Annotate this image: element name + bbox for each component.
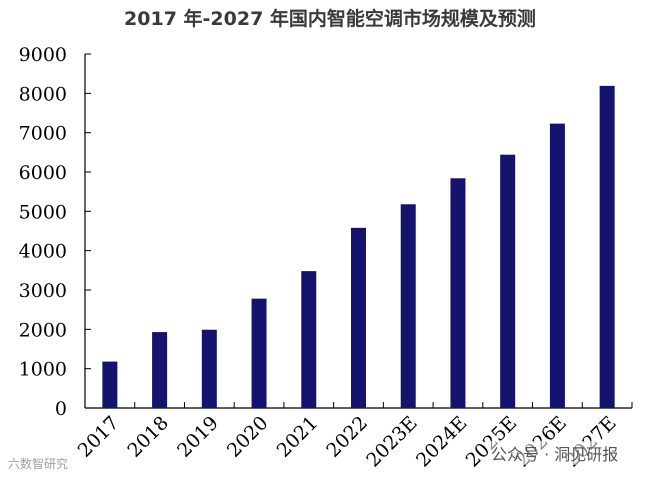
y-tick-label: 8000 xyxy=(19,83,67,105)
bar-2025E xyxy=(500,154,516,408)
x-tick-label-2021: 2021 xyxy=(273,412,323,462)
watermark-right: 公众号 · 洞见研报 xyxy=(488,441,622,465)
y-tick-label: 5000 xyxy=(19,201,67,223)
y-tick-labels: 0 1000 2000 3000 4000 5000 6000 7000 8000 9000 xyxy=(19,44,67,420)
y-tick-label: 4000 xyxy=(19,241,67,263)
x-tick-label-2017: 2017 xyxy=(74,412,124,462)
bar-2024E xyxy=(450,178,466,408)
y-tick-label: 7000 xyxy=(19,123,67,145)
y-tick-label: 3000 xyxy=(19,280,67,302)
bar-2027E xyxy=(599,85,615,409)
y-tick-label: 9000 xyxy=(19,44,67,66)
bar-2017 xyxy=(102,361,118,408)
y-tick-label: 1000 xyxy=(19,359,67,381)
x-tick-label-2024E: 2024E xyxy=(412,412,472,472)
bar-2026E xyxy=(549,123,565,409)
bar-2021 xyxy=(301,271,317,408)
x-tick-label-2020: 2020 xyxy=(223,412,273,462)
bar-2023E xyxy=(400,204,416,408)
chart-bars xyxy=(102,85,615,409)
y-tick-label: 0 xyxy=(55,398,67,420)
bar-2019 xyxy=(201,329,217,408)
bar-2018 xyxy=(152,332,168,408)
y-tick-label: 2000 xyxy=(19,319,67,341)
bar-2022 xyxy=(351,227,366,408)
chart-title: 2017 年-2027 年国内智能空调市场规模及预测 xyxy=(124,8,536,30)
bar-2020 xyxy=(251,298,267,408)
watermark-left: 六数智研究 xyxy=(8,457,69,471)
x-tick-label-2023E: 2023E xyxy=(362,412,422,472)
y-tick-label: 6000 xyxy=(19,162,67,184)
x-tick-label-2019: 2019 xyxy=(173,412,223,462)
x-tick-label-2018: 2018 xyxy=(123,412,173,462)
